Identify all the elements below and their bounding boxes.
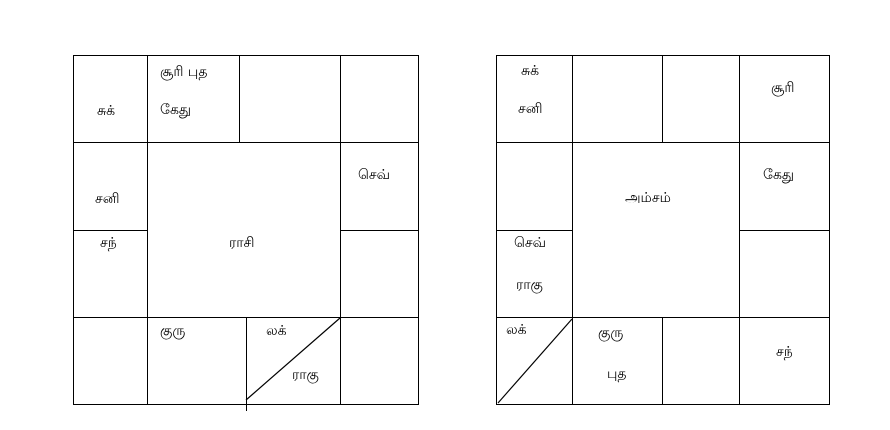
rasi-house-left-lower: சந் [100, 235, 117, 251]
rasi-house-top-2-line1: சூரி புத [160, 64, 208, 80]
rasi-house-left-upper: சனி [95, 191, 120, 207]
amsam-house-left-lower-line2: ராகு [516, 277, 543, 293]
amsam-grid-line [496, 142, 829, 143]
amsam-house-top-left-line2: சனி [518, 101, 543, 117]
amsam-grid-line [662, 55, 663, 142]
amsam-house-top-left-line1: சுக் [521, 63, 540, 79]
amsam-grid-line [739, 230, 829, 231]
rasi-grid-line [73, 230, 148, 231]
amsam-house-right-upper: கேது [763, 167, 795, 183]
rasi-house-top-2-line2: கேது [160, 102, 192, 118]
rasi-grid-line [340, 55, 341, 404]
rasi-grid-line [239, 55, 240, 142]
amsam-center-label: அம்சம் [625, 190, 671, 206]
amsam-grid-line [662, 317, 663, 404]
amsam-grid-line [496, 230, 572, 231]
amsam-house-top-right: சூரி [771, 80, 795, 96]
rasi-center-label: ராசி [229, 235, 255, 251]
amsam-house-bottom-right: சந் [776, 344, 793, 360]
amsam-house-left-lower-line1: செவ் [514, 235, 547, 251]
amsam-grid-line [739, 55, 740, 404]
rasi-house-bottom-3-bottom: ராகு [292, 367, 319, 383]
rasi-grid-line [340, 230, 418, 231]
rasi-house-bottom-2: குரு [160, 323, 186, 339]
amsam-grid-line [572, 55, 573, 404]
rasi-house-top-left: சுக் [97, 103, 116, 119]
amsam-house-bottom-2-line1: குரு [598, 325, 624, 341]
rasi-grid-line [246, 317, 247, 411]
amsam-house-bottom-2-line2: புத [607, 366, 627, 382]
rasi-house-bottom-3-top: லக் [266, 323, 287, 339]
rasi-house-right-upper: செவ் [358, 167, 391, 183]
rasi-grid-line [73, 317, 418, 318]
amsam-house-bottom-left: லக் [506, 322, 527, 338]
rasi-grid-line [73, 142, 418, 143]
rasi-grid-line [147, 55, 148, 404]
